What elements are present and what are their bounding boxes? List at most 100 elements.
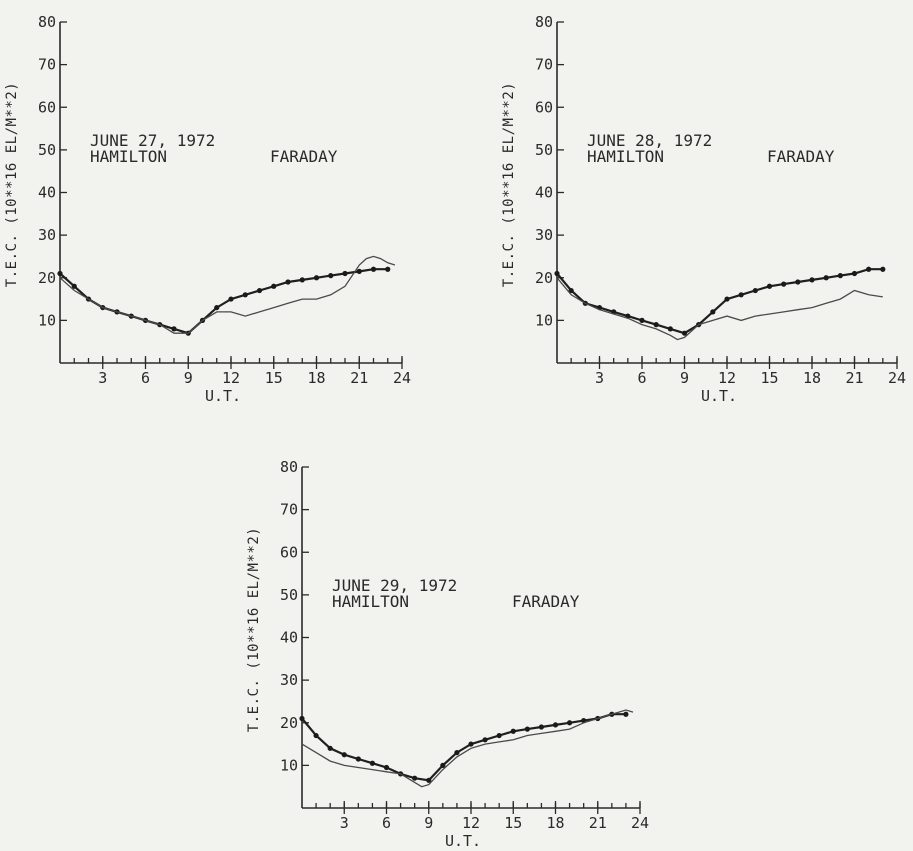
chart-date-label: JUNE 29, 1972 bbox=[332, 576, 457, 595]
data-point bbox=[341, 752, 347, 758]
data-point bbox=[57, 270, 63, 277]
y-tick-label: 50 bbox=[280, 586, 298, 604]
data-point bbox=[285, 279, 291, 285]
x-tick-label: 18 bbox=[546, 814, 564, 832]
x-tick-label: 9 bbox=[680, 369, 689, 387]
x-tick-label: 9 bbox=[184, 369, 193, 387]
x-tick-label: 24 bbox=[631, 814, 649, 832]
data-point bbox=[639, 317, 645, 323]
x-tick-label: 3 bbox=[98, 369, 107, 387]
data-point bbox=[837, 273, 843, 279]
data-point bbox=[355, 756, 361, 762]
data-point bbox=[214, 304, 220, 311]
x-axis-label: U.T. bbox=[701, 387, 737, 405]
data-point bbox=[766, 283, 773, 289]
x-tick-label: 15 bbox=[760, 369, 778, 387]
x-tick-label: 24 bbox=[393, 369, 411, 387]
data-point bbox=[256, 287, 263, 294]
data-point bbox=[752, 287, 758, 294]
x-tick-label: 21 bbox=[350, 369, 368, 387]
x-tick-label: 12 bbox=[462, 814, 480, 832]
y-tick-label: 10 bbox=[535, 311, 553, 329]
data-point bbox=[271, 283, 277, 289]
y-tick-label: 70 bbox=[280, 501, 298, 519]
y-tick-label: 20 bbox=[38, 269, 56, 287]
data-point bbox=[809, 277, 815, 283]
y-tick-label: 60 bbox=[535, 98, 553, 116]
y-tick-label: 70 bbox=[535, 56, 553, 74]
y-tick-label: 20 bbox=[280, 714, 298, 732]
data-point bbox=[823, 275, 829, 281]
method-label: FARADAY bbox=[767, 147, 835, 166]
y-tick-label: 60 bbox=[38, 98, 56, 116]
series-line-plain bbox=[59, 255, 396, 334]
y-tick-label: 50 bbox=[535, 141, 553, 159]
x-tick-label: 21 bbox=[845, 369, 863, 387]
data-point bbox=[880, 266, 886, 272]
y-tick-label: 50 bbox=[38, 141, 56, 159]
data-point bbox=[724, 296, 730, 302]
x-tick-label: 21 bbox=[589, 814, 607, 832]
data-point bbox=[667, 326, 673, 332]
x-tick-label: 15 bbox=[504, 814, 522, 832]
data-point bbox=[327, 745, 333, 751]
x-tick-label: 6 bbox=[382, 814, 391, 832]
series-line-dotted bbox=[59, 268, 388, 335]
data-point bbox=[568, 287, 574, 294]
data-point bbox=[795, 279, 801, 285]
x-tick-label: 3 bbox=[595, 369, 604, 387]
y-tick-label: 10 bbox=[38, 311, 56, 329]
y-tick-label: 60 bbox=[280, 543, 298, 561]
method-label: FARADAY bbox=[512, 592, 580, 611]
data-point bbox=[681, 330, 688, 336]
x-tick-label: 12 bbox=[718, 369, 736, 387]
y-tick-label: 10 bbox=[280, 756, 298, 774]
y-tick-label: 40 bbox=[535, 184, 553, 202]
data-point bbox=[482, 737, 488, 743]
chart-2: 10 20 30 40 50 60 70 80 3 6 9 12 15 18 21 24 U.T. T.E.C. … bbox=[501, 13, 906, 405]
data-point bbox=[313, 732, 319, 739]
y-tick-label: 70 bbox=[38, 56, 56, 74]
y-tick-label: 20 bbox=[535, 269, 553, 287]
x-axis-label: U.T. bbox=[205, 387, 241, 405]
data-point bbox=[781, 281, 787, 287]
data-point bbox=[313, 275, 320, 281]
y-tick-label: 80 bbox=[535, 13, 553, 31]
x-tick-label: 3 bbox=[340, 814, 349, 832]
data-point bbox=[524, 726, 530, 732]
x-tick-label: 18 bbox=[803, 369, 821, 387]
series-line-dotted bbox=[301, 713, 626, 782]
data-point bbox=[228, 296, 234, 302]
station-label: HAMILTON bbox=[90, 147, 167, 166]
series-line-plain bbox=[301, 709, 634, 788]
data-point bbox=[866, 266, 872, 272]
station-label: HAMILTON bbox=[332, 592, 409, 611]
data-point bbox=[383, 764, 390, 771]
chart-date-label: JUNE 27, 1972 bbox=[90, 131, 215, 150]
x-tick-label: 15 bbox=[265, 369, 283, 387]
method-label: FARADAY bbox=[270, 147, 338, 166]
data-point bbox=[623, 711, 629, 717]
chart-date-label: JUNE 28, 1972 bbox=[587, 131, 712, 150]
data-point bbox=[653, 322, 659, 328]
x-tick-label: 9 bbox=[424, 814, 433, 832]
y-tick-label: 30 bbox=[38, 226, 56, 244]
data-point bbox=[171, 326, 177, 332]
data-point bbox=[385, 266, 391, 272]
data-point bbox=[554, 270, 560, 277]
data-point bbox=[412, 775, 418, 781]
data-point bbox=[566, 720, 573, 726]
data-point bbox=[426, 777, 432, 783]
data-point bbox=[342, 270, 348, 277]
data-point bbox=[510, 728, 516, 734]
y-tick-label: 40 bbox=[38, 184, 56, 202]
y-tick-label: 80 bbox=[38, 13, 56, 31]
data-point bbox=[299, 715, 305, 722]
data-point bbox=[328, 273, 334, 279]
y-axis-label: T.E.C. (10**16 EL/M**2) bbox=[4, 82, 20, 287]
data-point bbox=[538, 724, 545, 730]
data-point bbox=[468, 741, 474, 747]
data-point bbox=[738, 292, 744, 298]
y-tick-label: 80 bbox=[280, 458, 298, 476]
